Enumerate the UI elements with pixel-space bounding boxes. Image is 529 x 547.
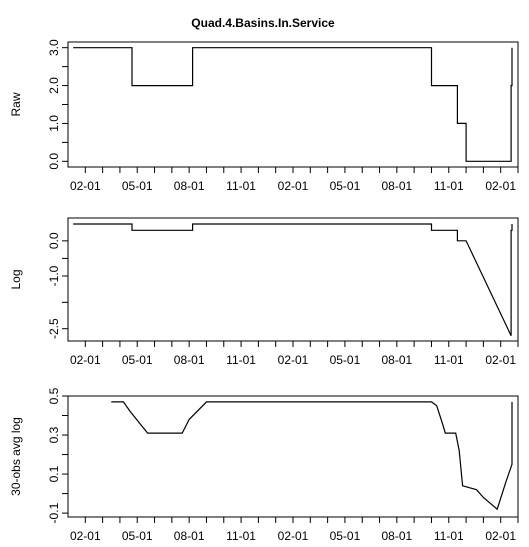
panel-1-frame (68, 42, 518, 167)
x-tick-label: 11-01 (226, 353, 256, 367)
x-tick-label: 02-01 (485, 529, 516, 543)
x-tick-label: 05-01 (330, 179, 361, 193)
x-tick-label: 11-01 (434, 529, 464, 543)
y-tick-label: 0.0 (47, 232, 61, 249)
x-tick-label: 08-01 (381, 179, 412, 193)
x-tick-label: 11-01 (434, 179, 464, 193)
x-tick-label: 02-01 (485, 353, 516, 367)
x-tick-label: 11-01 (226, 529, 256, 543)
x-tick-label: 11-01 (226, 179, 256, 193)
x-tick-label: 08-01 (381, 353, 412, 367)
x-tick-label: 08-01 (381, 529, 412, 543)
y-tick-label: 0.1 (47, 465, 61, 482)
y-tick-label: 2.0 (47, 77, 61, 94)
x-tick-label: 02-01 (278, 529, 309, 543)
y-tick-label: -2.5 (47, 318, 61, 339)
y-axis-title: 30-obs avg log (9, 417, 23, 496)
x-tick-label: 02-01 (278, 179, 309, 193)
panel-1: 0.0 1.0 2.0 3.0 02-01 05-01 08-01 11-01 02-01 05-… (9, 39, 518, 193)
panel-3: -0.1 0.1 0.3 0.5 02-01 05-01 08-01 11-01 02-01 05… (9, 387, 518, 543)
y-tick-label: 0.3 (47, 426, 61, 443)
x-tick-label: 02-01 (70, 353, 101, 367)
y-tick-label: -1.0 (47, 265, 61, 286)
x-tick-label: 02-01 (70, 529, 101, 543)
chart-title: Quad.4.Basins.In.Service (191, 16, 335, 30)
series-line-3 (111, 402, 512, 509)
x-tick-label: 05-01 (330, 353, 361, 367)
x-tick-label: 05-01 (330, 529, 361, 543)
panel-2: -2.5 -1.0 0.0 02-01 05-01 08-01 11-01 02-01 05-0… (9, 218, 518, 367)
x-tick-label: 02-01 (485, 179, 516, 193)
y-axis-title: Raw (9, 92, 23, 116)
x-tick-label: 02-01 (278, 353, 309, 367)
x-tick-label: 08-01 (174, 353, 205, 367)
x-tick-label: 11-01 (434, 353, 464, 367)
series-line-1 (73, 48, 512, 162)
y-tick-label: 0.0 (47, 153, 61, 170)
x-tick-label: 05-01 (122, 353, 153, 367)
series-line-2 (73, 224, 512, 336)
x-tick-label: 08-01 (174, 179, 205, 193)
x-tick-label: 05-01 (122, 179, 153, 193)
x-tick-label: 05-01 (122, 529, 153, 543)
y-tick-label: 0.5 (47, 387, 61, 404)
y-tick-label: 1.0 (47, 115, 61, 132)
y-tick-label: -0.1 (47, 502, 61, 523)
x-tick-label: 02-01 (70, 179, 101, 193)
y-axis-title: Log (9, 269, 23, 289)
x-tick-label: 08-01 (174, 529, 205, 543)
panel-2-frame (68, 218, 518, 341)
panel-3-frame (68, 396, 518, 517)
y-tick-label: 3.0 (47, 39, 61, 56)
